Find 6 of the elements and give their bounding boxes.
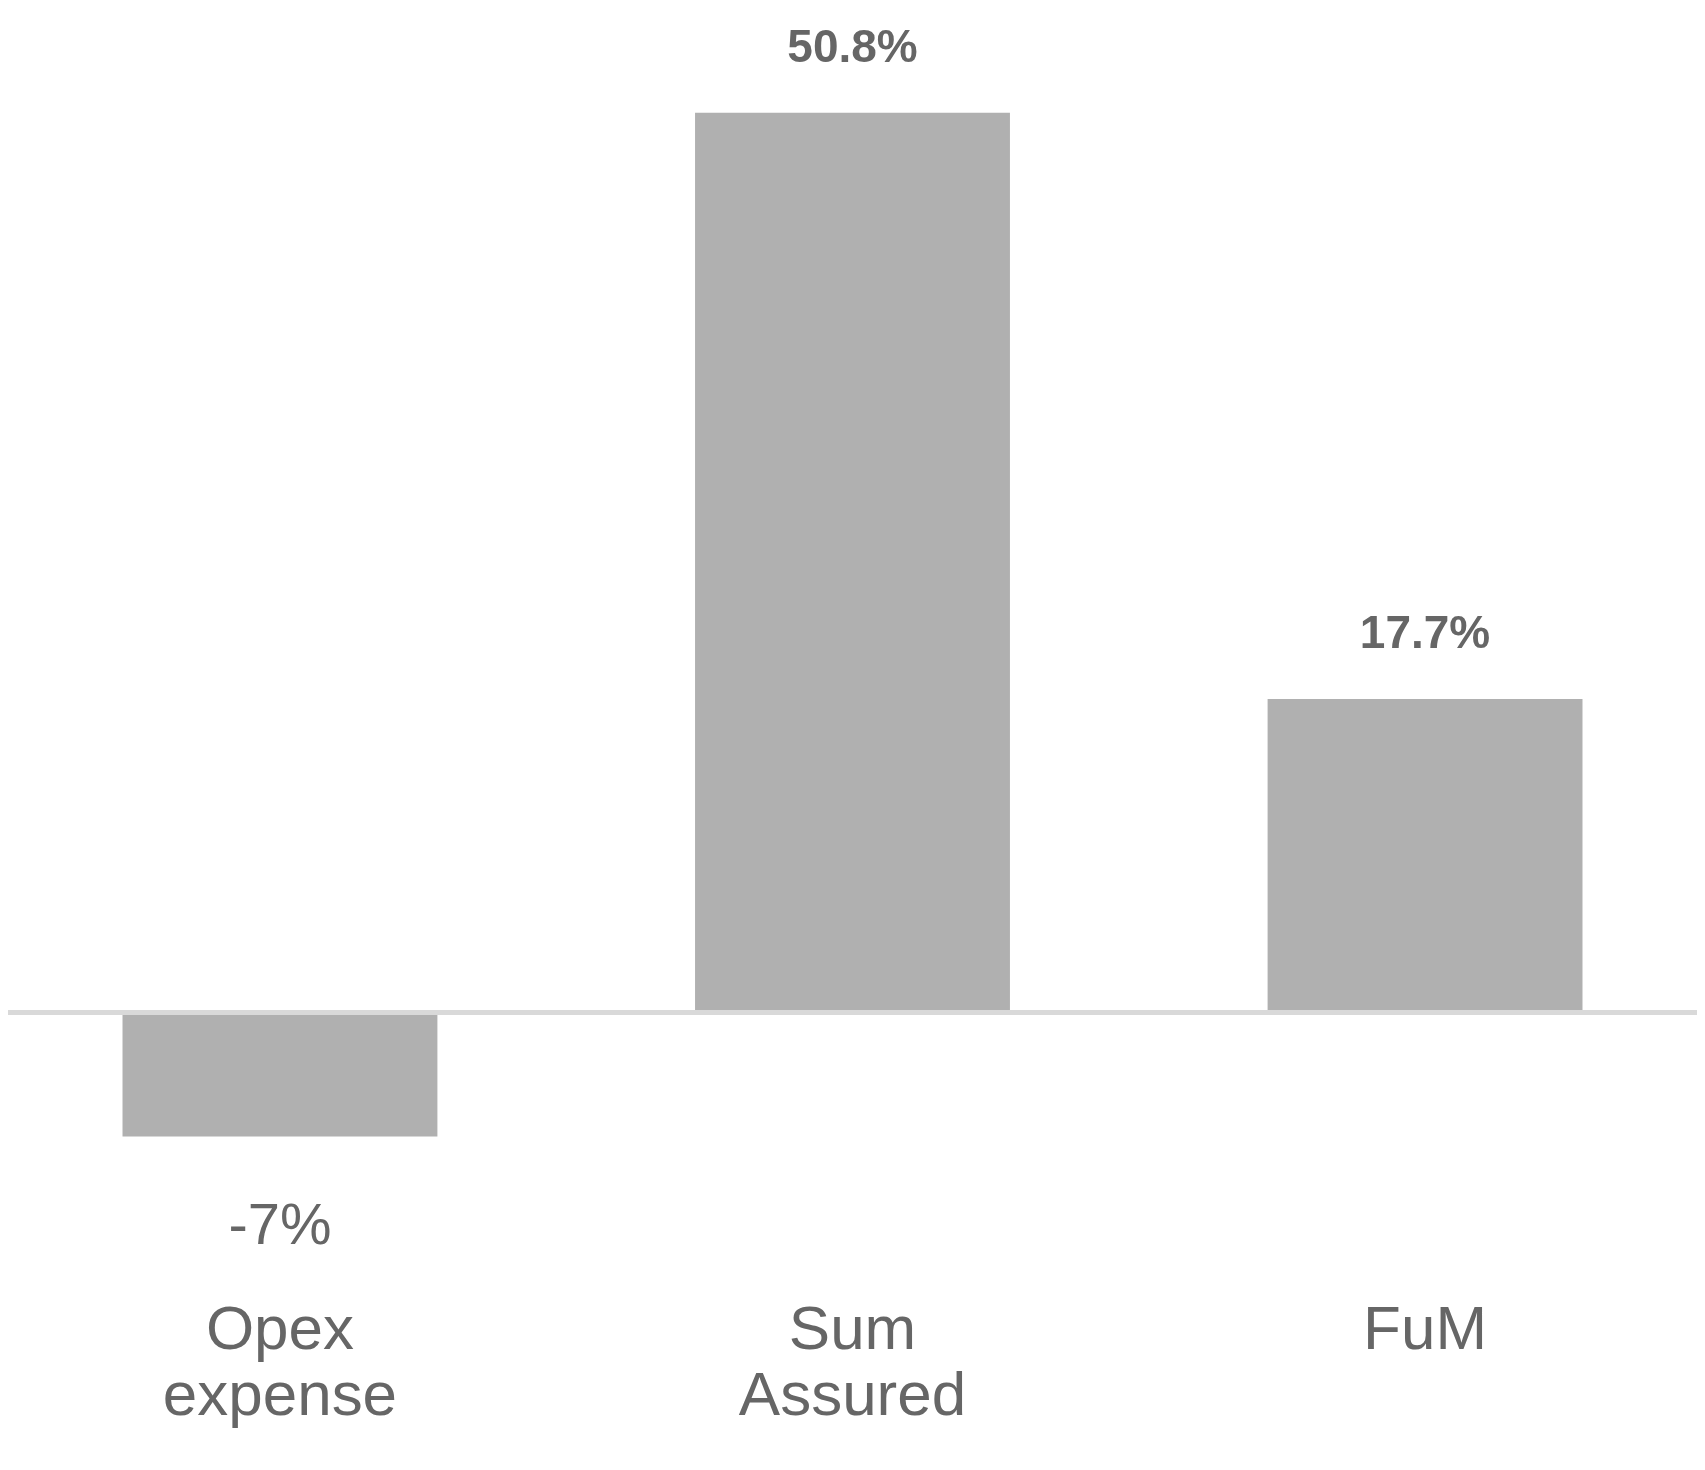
x-tick-label: FuM bbox=[1363, 1293, 1488, 1363]
data-label: -7% bbox=[228, 1191, 332, 1256]
data-label: 17.7% bbox=[1359, 606, 1491, 659]
x-tick-label: Sum Assured bbox=[738, 1293, 967, 1429]
data-label: 50.8% bbox=[787, 19, 918, 72]
x-tick-label: Opex expense bbox=[162, 1293, 398, 1429]
